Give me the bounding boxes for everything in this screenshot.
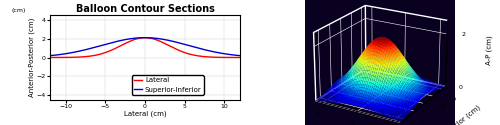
X-axis label: Lateral (cm): Lateral (cm) — [124, 110, 166, 117]
Legend: Lateral, Superior-Inferior: Lateral, Superior-Inferior — [132, 75, 204, 95]
Y-axis label: Anterior-Posterior (cm): Anterior-Posterior (cm) — [28, 18, 35, 97]
Y-axis label: Superior-Inferior (cm): Superior-Inferior (cm) — [419, 104, 482, 125]
Title: Balloon Contour Sections: Balloon Contour Sections — [76, 4, 214, 14]
Text: (cm): (cm) — [12, 8, 26, 13]
